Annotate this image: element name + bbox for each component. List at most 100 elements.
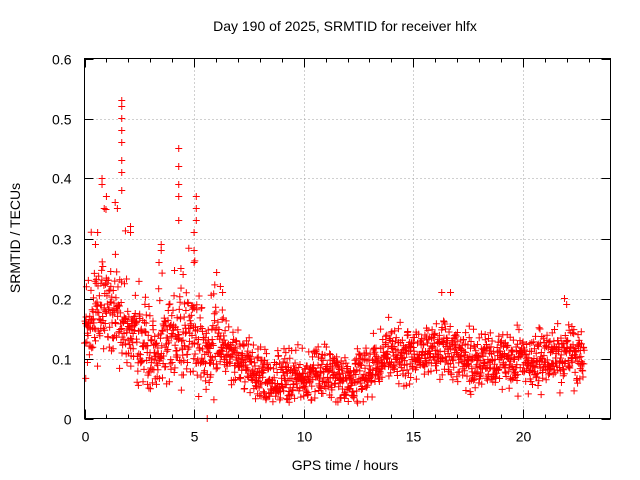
data-point <box>117 298 125 306</box>
data-point <box>222 317 230 325</box>
data-point <box>179 271 187 278</box>
data-point <box>205 379 213 387</box>
data-point <box>133 378 141 386</box>
data-point <box>460 335 468 343</box>
data-point <box>442 325 450 333</box>
data-point <box>118 349 126 357</box>
y-tick-label: 0 <box>64 412 72 428</box>
data-point <box>186 325 194 333</box>
data-point <box>187 311 195 319</box>
data-point <box>222 367 230 375</box>
data-point <box>175 181 183 188</box>
data-point <box>537 391 545 399</box>
data-point <box>300 383 308 391</box>
data-point <box>311 394 319 402</box>
data-point <box>524 390 532 398</box>
data-point <box>324 382 332 390</box>
data-point <box>571 354 579 362</box>
data-point <box>359 398 367 406</box>
data-point <box>363 381 371 389</box>
data-point <box>118 278 126 286</box>
data-point <box>438 371 446 379</box>
data-point <box>317 355 325 363</box>
data-point <box>135 277 143 285</box>
data-point <box>213 268 221 276</box>
data-point <box>453 338 461 346</box>
data-point <box>308 396 316 404</box>
data-point <box>261 389 269 397</box>
data-point <box>504 368 512 376</box>
data-point <box>338 385 346 393</box>
data-point <box>438 324 446 332</box>
data-point <box>455 368 463 376</box>
data-point <box>116 325 124 333</box>
data-point <box>137 325 145 333</box>
x-tick-label: 5 <box>191 429 199 445</box>
data-point <box>161 317 169 325</box>
data-point <box>212 360 220 368</box>
data-point <box>173 347 181 355</box>
data-point <box>266 392 274 400</box>
x-axis-label: GPS time / hours <box>292 457 399 473</box>
data-point <box>179 351 187 359</box>
data-point <box>154 366 162 374</box>
data-point <box>251 382 259 390</box>
data-point <box>234 326 242 334</box>
data-point <box>175 145 183 152</box>
data-point <box>146 312 154 320</box>
data-point <box>170 292 178 300</box>
data-point <box>192 217 200 224</box>
data-point <box>371 348 379 356</box>
data-point <box>204 326 212 334</box>
data-point <box>205 349 213 357</box>
data-point <box>198 304 206 312</box>
data-point <box>118 324 126 332</box>
data-point <box>155 259 163 266</box>
data-point <box>158 326 166 334</box>
data-point <box>193 371 201 379</box>
data-point <box>219 289 227 296</box>
data-point <box>118 97 126 104</box>
data-point <box>505 384 513 392</box>
data-point <box>119 341 127 349</box>
data-point <box>220 332 228 340</box>
data-point <box>241 385 249 393</box>
data-point <box>319 389 327 397</box>
data-point <box>106 298 114 306</box>
data-point <box>361 364 369 372</box>
data-point <box>579 367 587 375</box>
data-point <box>89 294 97 302</box>
data-point <box>421 363 429 371</box>
data-point <box>356 367 364 375</box>
data-point <box>410 338 418 346</box>
data-point <box>131 291 139 299</box>
data-point <box>492 373 500 381</box>
data-point <box>165 378 173 386</box>
data-point <box>478 365 486 373</box>
data-point <box>471 369 479 377</box>
data-point <box>352 355 360 363</box>
data-point <box>261 345 269 353</box>
data-point <box>474 340 482 348</box>
data-point <box>89 343 97 351</box>
data-point <box>116 364 124 372</box>
data-point <box>394 325 402 333</box>
data-point <box>100 345 108 353</box>
data-point <box>104 333 112 341</box>
data-point <box>256 392 264 400</box>
data-point <box>535 377 543 385</box>
data-point <box>272 392 280 400</box>
data-point <box>220 336 228 344</box>
data-point <box>355 350 363 358</box>
data-point <box>118 187 126 194</box>
data-point <box>470 325 478 333</box>
data-point <box>147 364 155 372</box>
data-point <box>509 336 517 344</box>
data-point <box>488 337 496 345</box>
data-point <box>519 338 527 346</box>
data-point <box>193 326 201 334</box>
data-point <box>414 339 422 347</box>
data-point <box>365 355 373 363</box>
data-point <box>225 323 233 331</box>
data-point <box>148 336 156 344</box>
